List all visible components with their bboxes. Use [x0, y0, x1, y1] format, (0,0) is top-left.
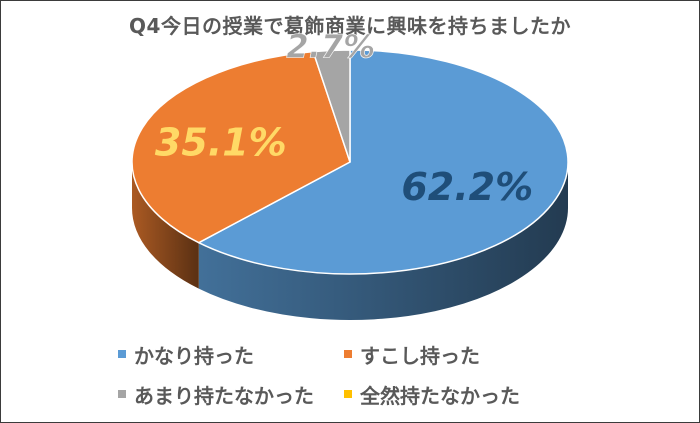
legend: かなり持った すこし持った あまり持たなかった 全然持たなかった — [118, 338, 598, 410]
pie-slice-kanari — [198, 49, 569, 275]
pie-slice-sukoshi — [131, 50, 351, 244]
pie-sides — [132, 162, 569, 320]
legend-swatch-kanari — [118, 350, 126, 358]
legend-item-zenzen: 全然持たなかった — [344, 378, 594, 410]
pie-slice-amari — [312, 49, 351, 163]
pie-slices — [131, 49, 569, 275]
legend-swatch-zenzen — [344, 390, 352, 398]
chart-title: Q4今日の授業で葛飾商業に興味を持ちましたか — [129, 14, 571, 38]
legend-swatch-amari — [118, 390, 126, 398]
legend-item-sukoshi: すこし持った — [344, 338, 594, 370]
legend-label-zenzen: 全然持たなかった — [360, 383, 520, 408]
legend-label-kanari: かなり持った — [134, 343, 254, 368]
data-label-amari: 2.7% — [286, 27, 375, 65]
pie-data-labels: 62.2% 35.1% 2.7% — [155, 27, 533, 209]
pie-side-kanari — [198, 162, 569, 320]
legend-item-amari: あまり持たなかった — [118, 378, 344, 410]
data-label-sukoshi: 35.1% — [155, 120, 287, 164]
legend-label-sukoshi: すこし持った — [360, 343, 480, 368]
legend-swatch-sukoshi — [344, 350, 352, 358]
legend-item-kanari: かなり持った — [118, 338, 344, 370]
data-label-kanari: 62.2% — [401, 165, 533, 209]
legend-label-amari: あまり持たなかった — [134, 383, 314, 408]
pie-side-sukoshi — [132, 162, 199, 289]
